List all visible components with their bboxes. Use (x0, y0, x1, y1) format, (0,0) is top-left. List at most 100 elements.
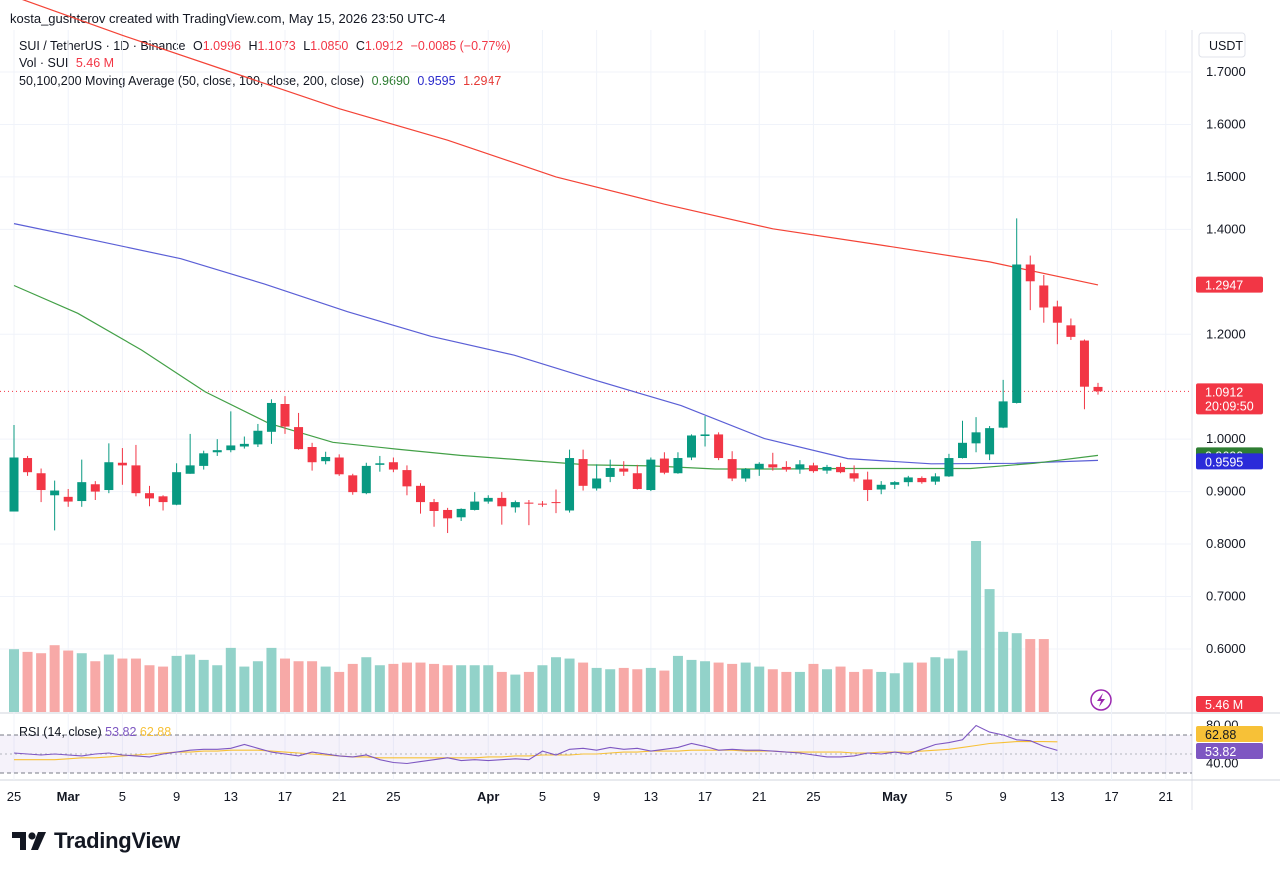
volume-bar (1038, 639, 1049, 712)
volume-value: 5.46 M (75, 56, 115, 70)
candle-body (497, 497, 507, 507)
date-tick-label: 9 (173, 789, 180, 804)
volume-bar (984, 589, 995, 712)
price-tick-label: 1.6000 (1206, 116, 1246, 131)
tradingview-logo-icon (12, 832, 46, 850)
date-tick-label: 17 (278, 789, 292, 804)
volume-bar (889, 673, 900, 712)
candle-body (1012, 264, 1022, 403)
candle-body (321, 456, 331, 462)
last-price-badge-text: 20:09:50 (1205, 399, 1254, 413)
candle-body (727, 459, 737, 479)
volume-bar (700, 661, 711, 712)
candle-body (483, 497, 493, 502)
rsi-label[interactable]: RSI (14, close) (19, 725, 102, 739)
candle-body (307, 447, 317, 463)
volume-bar (90, 661, 101, 712)
candle-body (1025, 264, 1035, 282)
volume-bar (605, 669, 616, 712)
high-value: 1.1073 (257, 39, 296, 53)
rsi-value: 53.82 (105, 725, 137, 739)
tradingview-logo[interactable]: TradingView (12, 828, 180, 854)
date-tick-label: 13 (224, 789, 238, 804)
volume-badge (1196, 696, 1263, 712)
candle-body (687, 435, 696, 458)
ma50-value: 0.9690 (371, 74, 410, 88)
candle-body (117, 462, 127, 466)
volume-bar (225, 647, 236, 712)
candle-body (578, 459, 588, 486)
ma100-badge-text: 0.9595 (1205, 455, 1243, 469)
date-tick-label: 9 (1000, 789, 1007, 804)
volume-bar (117, 658, 128, 712)
candle-body (673, 458, 683, 474)
volume-bar (334, 671, 345, 712)
candle-body (998, 401, 1008, 428)
currency-button[interactable]: USDT (1209, 39, 1243, 53)
volume-bar (76, 653, 87, 712)
ma-label[interactable]: 50,100,200 Moving Average (50, close, 10… (19, 74, 365, 88)
last-price-badge (1196, 383, 1263, 415)
volume-bar (564, 658, 575, 712)
rsi-line (13, 724, 1058, 765)
volume-bar (361, 657, 372, 712)
candle-body (90, 484, 100, 492)
rsi-pane (0, 724, 1192, 774)
candle-body (619, 468, 629, 472)
volume-bar (347, 663, 358, 712)
price-tick-label: 0.6000 (1206, 641, 1246, 656)
ma100-value: 0.9595 (417, 74, 456, 88)
rsi-badge-text: 53.82 (1205, 745, 1236, 759)
candle-body (334, 457, 344, 475)
price-tick-label: 0.9000 (1206, 484, 1246, 499)
volume-bar (849, 671, 860, 712)
volume-bar (659, 670, 670, 712)
rsi-ma-value: 62.88 (139, 725, 172, 739)
volume-bar (618, 667, 629, 712)
volume-bar (686, 659, 697, 712)
candle-body (524, 502, 534, 504)
candle-body (1066, 325, 1076, 337)
candle-body (212, 450, 222, 453)
volume-bar (22, 651, 33, 712)
volume-bar (767, 669, 778, 712)
ma-legend: 50,100,200 Moving Average (50, close, 10… (19, 74, 505, 88)
volume-bar (916, 662, 927, 712)
candle-body (36, 473, 46, 491)
volume-bar (252, 661, 263, 712)
volume-bar (496, 671, 507, 712)
candle-body (876, 484, 886, 490)
open-value: 1.0996 (202, 39, 241, 53)
candle-body (700, 434, 710, 437)
volume-label[interactable]: Vol · SUI (19, 56, 69, 70)
candle-body (741, 469, 751, 479)
volume-bar (1011, 633, 1022, 712)
time-axis: 25 Mar 5 9 13 17 21 25 Apr 5 9 13 17 21 25 May 5 9 13 17 21 (7, 789, 1173, 804)
candle-body (971, 432, 981, 444)
candle-body (510, 502, 520, 508)
volume-bar (591, 667, 602, 712)
candle-body (470, 501, 480, 510)
price-tick-label: 0.7000 (1206, 589, 1246, 604)
candle-body (104, 462, 114, 491)
candle-body (402, 470, 412, 487)
candle-body (551, 502, 561, 504)
volume-bar (36, 653, 47, 712)
candle-body (9, 457, 19, 512)
ma200-line (21, 0, 1099, 286)
volume-bar (645, 667, 656, 712)
candle-body (659, 458, 669, 473)
volume-bar (9, 649, 19, 712)
volume-bar (943, 658, 954, 712)
candle-body (416, 485, 425, 503)
date-tick-label: 5 (119, 789, 126, 804)
volume-badge-text: 5.46 M (1205, 698, 1243, 712)
candle-body (226, 445, 236, 451)
date-tick-label: 13 (644, 789, 658, 804)
ma200-value: 1.2947 (463, 74, 502, 88)
volume-bar (158, 666, 169, 712)
candle-body (836, 466, 846, 473)
last-price-badge-text: 1.0912 (1205, 385, 1243, 399)
volume-bar (998, 631, 1009, 712)
